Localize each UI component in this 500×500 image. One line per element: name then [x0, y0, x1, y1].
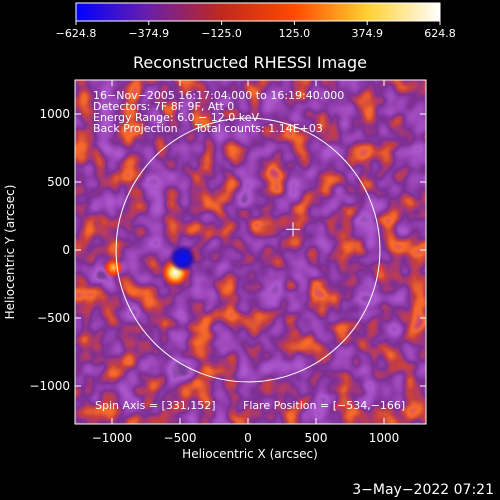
colorbar-tick-label: 374.9 — [351, 27, 383, 40]
x-tick-label: 1000 — [369, 431, 400, 445]
plot-frame — [74, 79, 427, 425]
x-tick-label: 0 — [244, 431, 252, 445]
annotation-block: 16−Nov−2005 16:17:04.000 to 16:19:40.000… — [93, 89, 344, 135]
x-tick-label: −500 — [164, 431, 197, 445]
source-blob — [103, 257, 124, 278]
annotation-method-counts: Back Projection Total counts: 1.14E+03 — [93, 122, 323, 135]
solar-disk-limb — [115, 117, 381, 383]
colorbar-tick-label: −624.8 — [56, 27, 97, 40]
plot-area — [75, 80, 426, 424]
y-tick-label: −1000 — [29, 379, 70, 393]
colorbar-tick-label: −374.9 — [128, 27, 169, 40]
annotation-detectors: Detectors: 7F 8F 9F, Att 0 — [93, 100, 234, 113]
y-axis-ticks: −1000 −500 0 500 1000 — [29, 107, 426, 393]
timestamp: 3−May−2022 07:21 — [352, 482, 494, 498]
y-tick-label: 0 — [62, 243, 70, 257]
sources-layer — [103, 244, 197, 287]
colorbar-tick-label: −125.0 — [201, 27, 242, 40]
sun-center-marker — [286, 222, 301, 237]
annotation-time-range: 16−Nov−2005 16:17:04.000 to 16:19:40.000 — [93, 89, 344, 102]
annotation-energy-range: Energy Range: 6.0 − 12.0 keV — [93, 111, 260, 124]
y-tick-label: −500 — [37, 311, 70, 325]
y-tick-label: 1000 — [39, 107, 70, 121]
x-tick-label: −1000 — [92, 431, 133, 445]
x-axis-ticks: −1000 −500 0 500 1000 — [92, 80, 400, 445]
x-tick-label: 500 — [305, 431, 328, 445]
y-tick-label: 500 — [47, 175, 70, 189]
colorbar-tick-label: 624.8 — [424, 27, 456, 40]
reconstructed-image — [75, 80, 426, 424]
colorbar-tick-label: 125.0 — [279, 27, 311, 40]
flare-position-label: Flare Position = [−534,−166] — [243, 399, 405, 412]
x-axis-label: Heliocentric X (arcsec) — [182, 447, 318, 461]
colorbar — [75, 2, 441, 22]
chart-title: Reconstructed RHESSI Image — [133, 53, 367, 72]
spin-axis-label: Spin Axis = [331,152] — [95, 399, 216, 412]
source-blob — [168, 244, 197, 273]
colorbar-ticks: −624.8 −374.9 −125.0 125.0 374.9 624.8 — [56, 21, 456, 40]
y-axis-label: Heliocentric Y (arcsec) — [3, 185, 17, 320]
